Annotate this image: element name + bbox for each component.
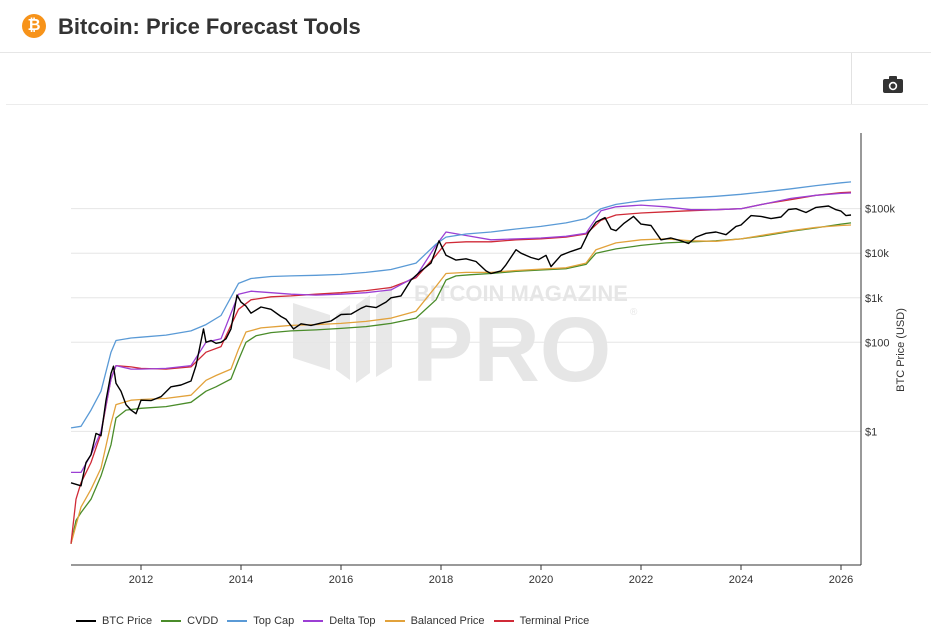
- watermark-logo-icon: [293, 285, 392, 383]
- page-header: ₿ Bitcoin: Price Forecast Tools: [0, 0, 931, 53]
- legend-swatch: [161, 620, 182, 622]
- legend-swatch: [227, 620, 248, 622]
- y-tick-label: $100: [865, 337, 889, 349]
- series-line-top-cap: [70, 181, 852, 429]
- chart-toolbar: [6, 53, 928, 105]
- legend-label: Top Cap: [253, 615, 295, 627]
- legend-swatch: [384, 620, 405, 622]
- legend-label: Delta Top: [329, 615, 376, 627]
- watermark-registered: ®: [630, 307, 638, 318]
- price-forecast-chart: BITCOIN MAGAZINE PRO ® 2012 2014 2016 2018 2…: [70, 133, 907, 586]
- y-tick-label: $10k: [865, 248, 889, 260]
- legend-label: BTC Price: [102, 615, 153, 627]
- legend-swatch: [76, 620, 96, 622]
- watermark: BITCOIN MAGAZINE PRO ®: [293, 281, 638, 401]
- x-tick-label: 2024: [729, 574, 753, 586]
- legend-item-terminal-price[interactable]: Terminal Price: [493, 615, 590, 627]
- x-tick-label: 2018: [429, 574, 453, 586]
- legend-swatch: [303, 620, 324, 622]
- bitcoin-logo-icon: ₿: [22, 14, 46, 38]
- x-tick-label: 2022: [629, 574, 653, 586]
- y-tick-label: $100k: [865, 204, 895, 216]
- legend-label: CVDD: [187, 615, 219, 627]
- page-title: Bitcoin: Price Forecast Tools: [58, 14, 361, 39]
- x-tick-label: 2012: [129, 574, 153, 586]
- legend-label: Terminal Price: [519, 615, 590, 627]
- legend-swatch: [493, 620, 514, 622]
- legend-item-balanced-price[interactable]: Balanced Price: [384, 615, 485, 627]
- series-line-btc-price: [70, 205, 852, 487]
- x-tick-label: 2026: [829, 574, 853, 586]
- y-tick-label: $1: [865, 426, 877, 438]
- series-line-delta-top: [71, 192, 852, 474]
- toolbar-divider: [851, 53, 852, 104]
- legend-label: Balanced Price: [410, 615, 485, 627]
- legend-item-cvdd[interactable]: CVDD: [161, 615, 218, 627]
- y-axis-label: BTC Price (USD): [895, 308, 907, 392]
- x-axis-ticks: 2012 2014 2016 2018 2020 2022 2024 2026: [129, 565, 853, 586]
- x-tick-label: 2016: [329, 574, 353, 586]
- camera-icon[interactable]: [881, 73, 905, 95]
- chart-legend: BTC Price CVDD Top Cap Delta Top Balanced Pr…: [76, 612, 598, 630]
- y-axis-ticks: $1 $100 $1k $10k $100k: [865, 204, 895, 439]
- y-tick-label: $1k: [865, 293, 883, 305]
- chart-axes: [71, 133, 862, 566]
- watermark-line1: BITCOIN MAGAZINE: [414, 281, 628, 306]
- legend-item-btc-price[interactable]: BTC Price: [76, 615, 152, 627]
- legend-item-top-cap[interactable]: Top Cap: [227, 615, 294, 627]
- chart-grid: [71, 208, 861, 432]
- legend-item-delta-top[interactable]: Delta Top: [303, 615, 376, 627]
- watermark-line2: PRO: [412, 299, 611, 401]
- x-tick-label: 2020: [529, 574, 553, 586]
- chart-series: [70, 181, 852, 544]
- x-tick-label: 2014: [229, 574, 253, 586]
